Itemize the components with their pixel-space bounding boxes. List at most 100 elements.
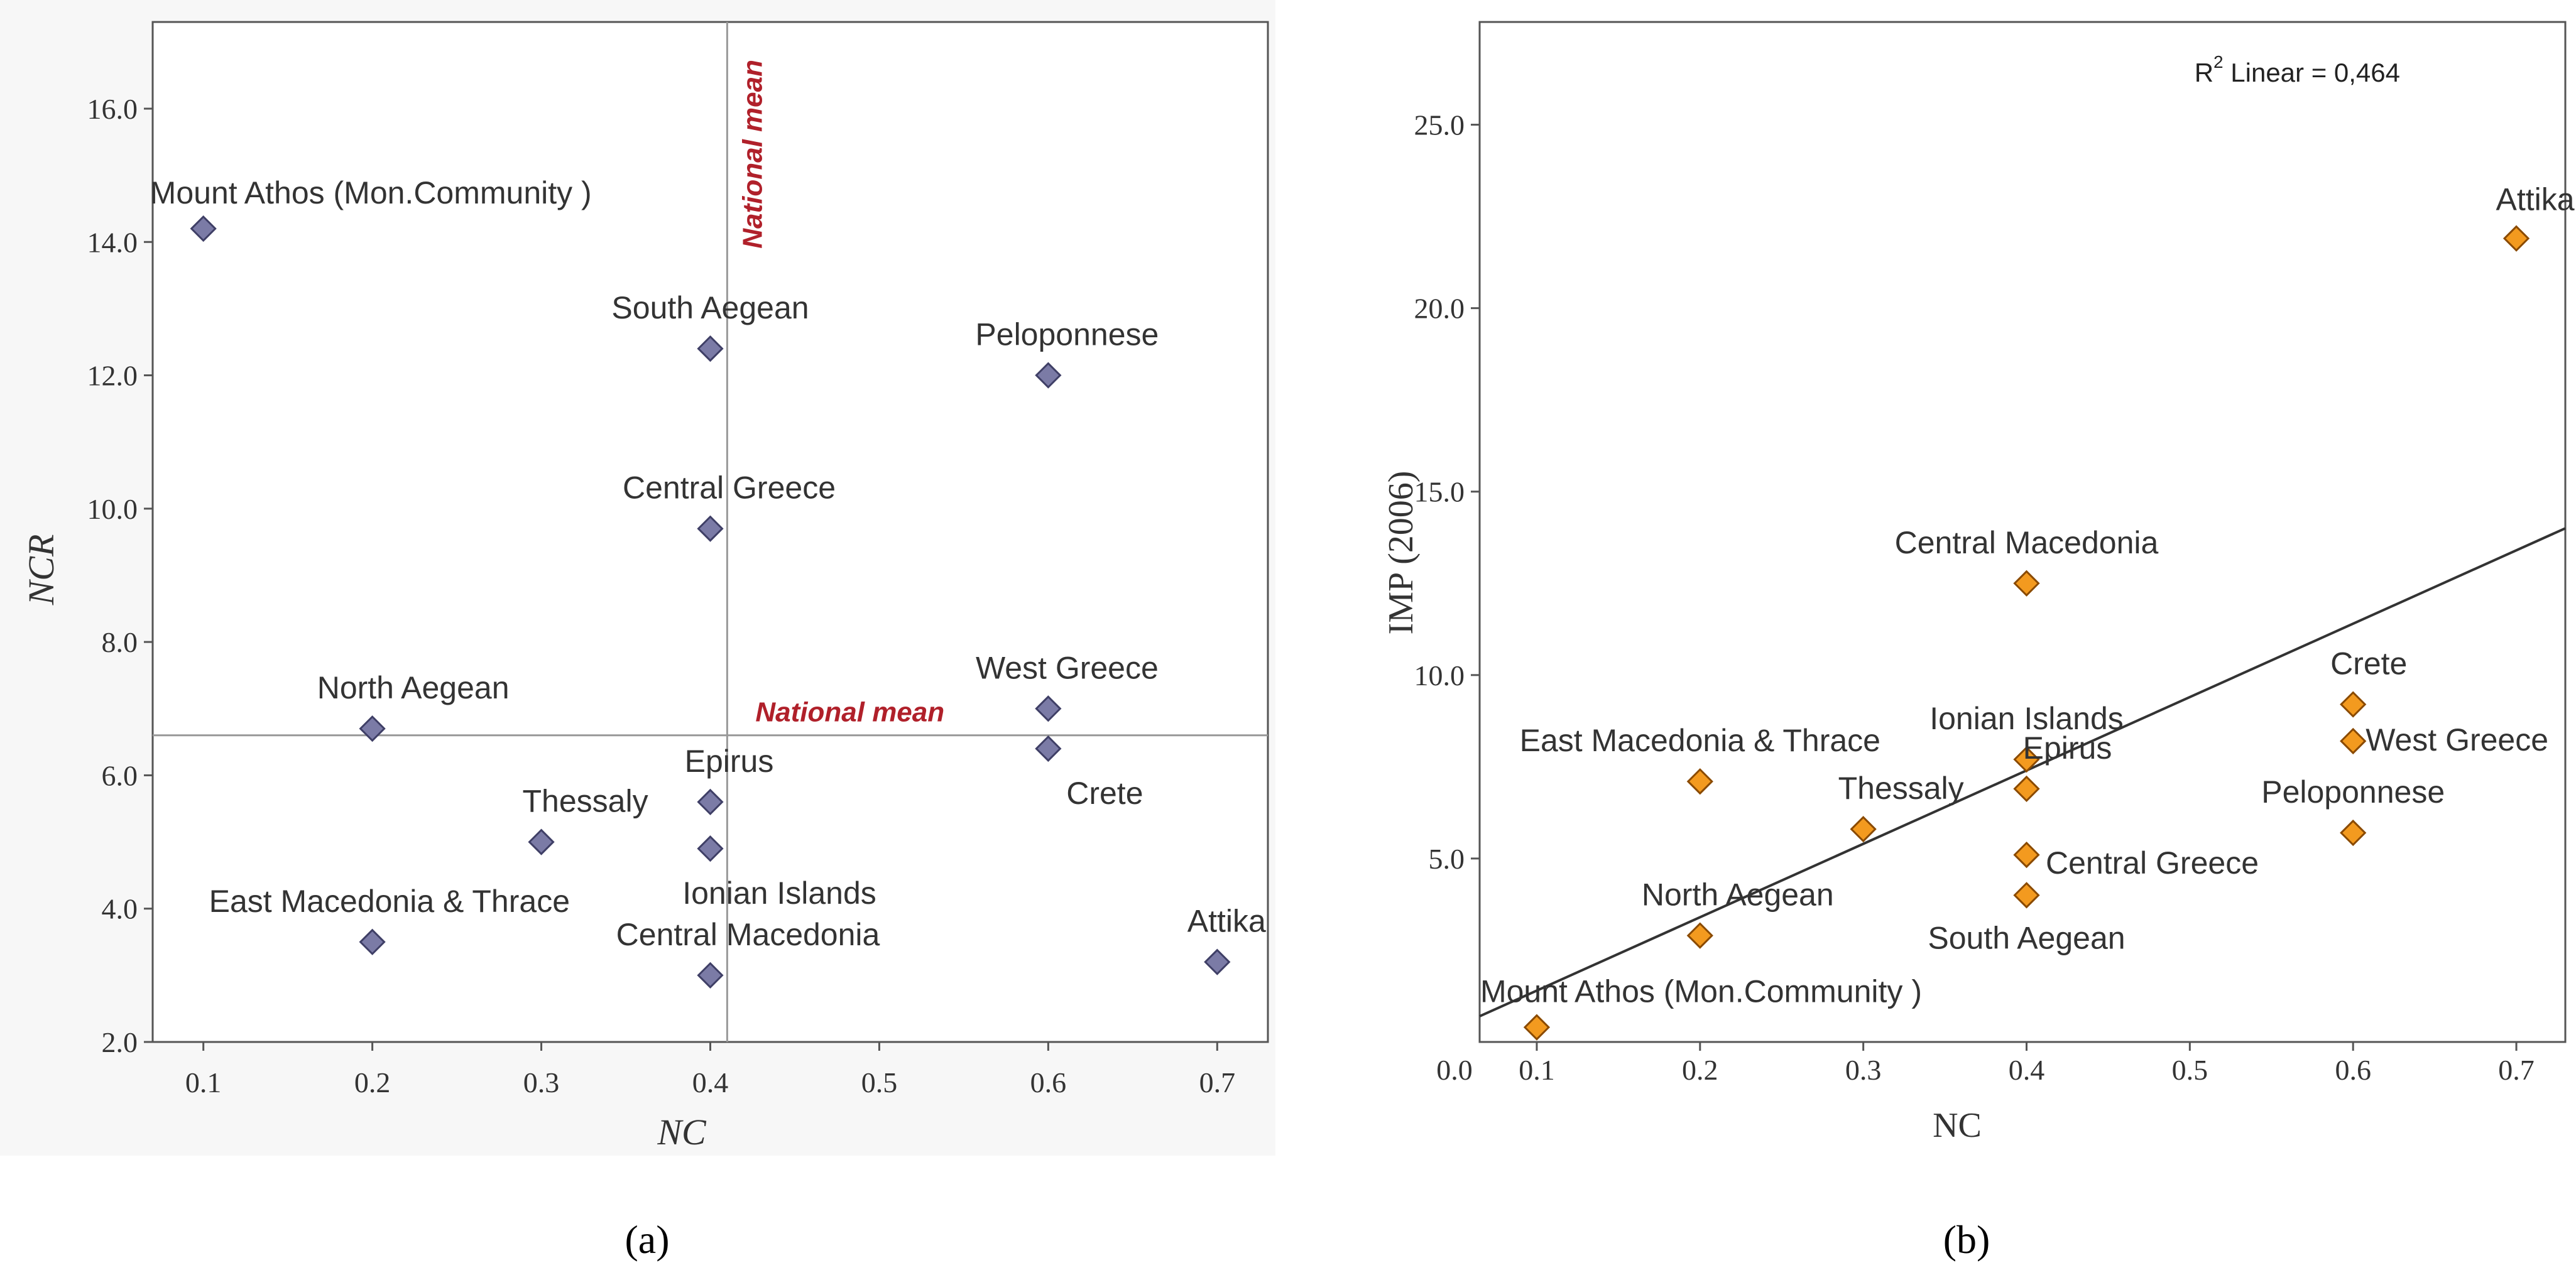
chart-b-point — [2013, 746, 2040, 773]
chart-b-point — [2013, 775, 2040, 803]
chart-a-point — [1204, 948, 1231, 975]
chart-b-panel-label: (b) — [1943, 1217, 1990, 1262]
chart-a-ticks: 0.1 0.2 0.3 0.4 0.5 0.6 0.7 2.0 4.0 6.0 8.0 10.0 12.… — [87, 93, 1236, 1098]
chart-a-point — [697, 962, 724, 989]
chart-a-point-label: North Aegean — [317, 670, 510, 705]
chart-b-point-label: South Aegean — [1928, 920, 2125, 955]
chart-b-point-label: Mount Athos (Mon.Community ) — [1480, 974, 1922, 1009]
chart-a-point — [528, 828, 555, 855]
chart-a-point-label: West Greece — [976, 650, 1159, 685]
chart-a-point-label: South Aegean — [611, 290, 809, 325]
chart-b-point — [2340, 691, 2367, 718]
chart-b-point — [2340, 819, 2367, 847]
chart-a-point — [697, 515, 724, 542]
chart-a-point — [1035, 695, 1062, 722]
chart-a-y-tick-label: 10.0 — [87, 493, 138, 525]
chart-a-point-label: Central Macedonia — [616, 917, 880, 952]
chart-b-x-tick-label: 0.1 — [1519, 1054, 1555, 1086]
chart-a-point-label: Crete — [1066, 776, 1143, 811]
chart-b-x-tick-label: 0.4 — [2009, 1054, 2045, 1086]
chart-b-point — [2013, 570, 2040, 597]
chart-b-point-label: East Macedonia & Thrace — [1520, 723, 1880, 758]
chart-a-reference-lines: National mean National mean — [153, 22, 1268, 1042]
chart-b-point-label: Central Greece — [2046, 845, 2259, 881]
chart-b-point — [2013, 882, 2040, 909]
chart-a-x-tick-label: 0.1 — [185, 1066, 222, 1098]
chart-a-point — [359, 715, 386, 742]
chart-a-x-axis-title: NC — [657, 1112, 707, 1153]
chart-b-point-label: Thessaly — [1838, 771, 1964, 806]
chart-a-x-tick-label: 0.4 — [692, 1066, 729, 1098]
chart-b-x-tick-label: 0.3 — [1845, 1054, 1882, 1086]
chart-b-point — [1686, 922, 1713, 949]
chart-b-point — [1850, 816, 1877, 843]
chart-a-x-tick-label: 0.6 — [1030, 1066, 1067, 1098]
chart-a-x-tick-label: 0.7 — [1199, 1066, 1236, 1098]
chart-a-panel-label: (a) — [625, 1217, 669, 1262]
chart-a-point-label: Peloponnese — [975, 317, 1159, 352]
chart-b-point-label: Central Macedonia — [1895, 525, 2159, 560]
chart-a-x-tick-label: 0.3 — [523, 1066, 560, 1098]
chart-b-point-label: Peloponnese — [2261, 774, 2445, 810]
chart-a-x-tick-label: 0.2 — [354, 1066, 391, 1098]
chart-a-point-label: East Macedonia & Thrace — [209, 884, 570, 919]
chart-b-x-tick-label: 0.7 — [2498, 1054, 2535, 1086]
chart-b-point — [1686, 768, 1713, 795]
chart-a-y-axis-title: NCR — [21, 534, 62, 606]
chart-b-point-label: Ionian Islands — [1929, 701, 2124, 736]
chart-b-x-axis-title: NC — [1933, 1106, 1982, 1145]
chart-a-vertical-mean-label: National mean — [737, 60, 768, 249]
chart-a-point-label: Attika — [1187, 904, 1266, 939]
chart-b-ticks: 0.0 0.1 0.2 0.3 0.4 0.5 0.6 0.7 5.0 10.0 15.0 20.0 2… — [1414, 109, 2535, 1086]
chart-b-r2-annotation: R2 Linear = 0,464 — [2195, 52, 2400, 87]
chart-a-y-tick-label: 2.0 — [102, 1026, 138, 1058]
chart-b-point-label: Crete — [2330, 646, 2407, 681]
chart-b-fit-line — [1479, 527, 2566, 1017]
chart-b-point — [1523, 1014, 1551, 1041]
chart-b: 0.0 0.1 0.2 0.3 0.4 0.5 0.6 0.7 5.0 10.0 15.0 20.0 2… — [1382, 21, 2575, 1262]
chart-b-point-label: West Greece — [2366, 722, 2548, 757]
chart-b-y-tick-label: 20.0 — [1414, 293, 1465, 325]
chart-b-point — [2502, 225, 2530, 252]
chart-a-horizontal-mean-label: National mean — [755, 697, 944, 728]
chart-b-point-label: North Aegean — [1642, 877, 1834, 913]
chart-a-point-label: Central Greece — [623, 470, 836, 506]
chart-b-point — [2013, 841, 2040, 869]
r2-value: Linear = 0,464 — [2224, 58, 2400, 87]
chart-a-points: Mount Athos (Mon.Community ) South Aegean… — [150, 175, 1266, 989]
chart-a-point — [697, 335, 724, 362]
chart-b-point-label: Attika — [2496, 182, 2575, 217]
chart-b-x-tick-label: 0.6 — [2335, 1054, 2371, 1086]
chart-a-y-tick-label: 4.0 — [102, 893, 138, 925]
chart-a-y-tick-label: 12.0 — [87, 360, 138, 392]
chart-a-point — [697, 835, 724, 862]
chart-a-point-label: Mount Athos (Mon.Community ) — [150, 175, 592, 210]
chart-a-x-tick-label: 0.5 — [861, 1066, 898, 1098]
chart-a-y-tick-label: 6.0 — [102, 759, 138, 791]
chart-a-point — [190, 215, 217, 242]
chart-a-y-tick-label: 16.0 — [87, 93, 138, 125]
chart-b-linear-fit-line — [1479, 527, 2566, 1017]
chart-b-x-tick-label: 0.5 — [2172, 1054, 2208, 1086]
chart-b-y-tick-label: 25.0 — [1414, 109, 1465, 141]
chart-a: 0.1 0.2 0.3 0.4 0.5 0.6 0.7 2.0 4.0 6.0 8.0 10.0 12.… — [0, 0, 1275, 1262]
chart-a-point-label: Thessaly — [523, 784, 648, 819]
chart-b-y-tick-label: 5.0 — [1429, 843, 1465, 875]
chart-a-y-tick-label: 14.0 — [87, 226, 138, 258]
chart-a-point — [697, 788, 724, 816]
chart-a-point-label: Epirus — [685, 744, 774, 779]
r2-base: R — [2195, 58, 2213, 87]
chart-a-point — [1035, 735, 1062, 762]
chart-a-point — [359, 928, 386, 955]
chart-b-y-tick-label: 15.0 — [1414, 476, 1465, 508]
chart-b-origin-label: 0.0 — [1436, 1054, 1473, 1086]
chart-b-y-axis-title: IMP (2006) — [1382, 471, 1421, 635]
r2-superscript: 2 — [2213, 52, 2224, 72]
chart-a-y-tick-label: 8.0 — [102, 626, 138, 658]
chart-b-plot-area — [1478, 21, 2567, 1043]
chart-b-y-tick-label: 10.0 — [1414, 659, 1465, 692]
chart-a-point-label: Ionian Islands — [682, 876, 876, 911]
chart-b-point — [2340, 727, 2367, 755]
chart-b-points: Attika Central Macedonia Crete West Greece E… — [1480, 182, 2575, 1041]
